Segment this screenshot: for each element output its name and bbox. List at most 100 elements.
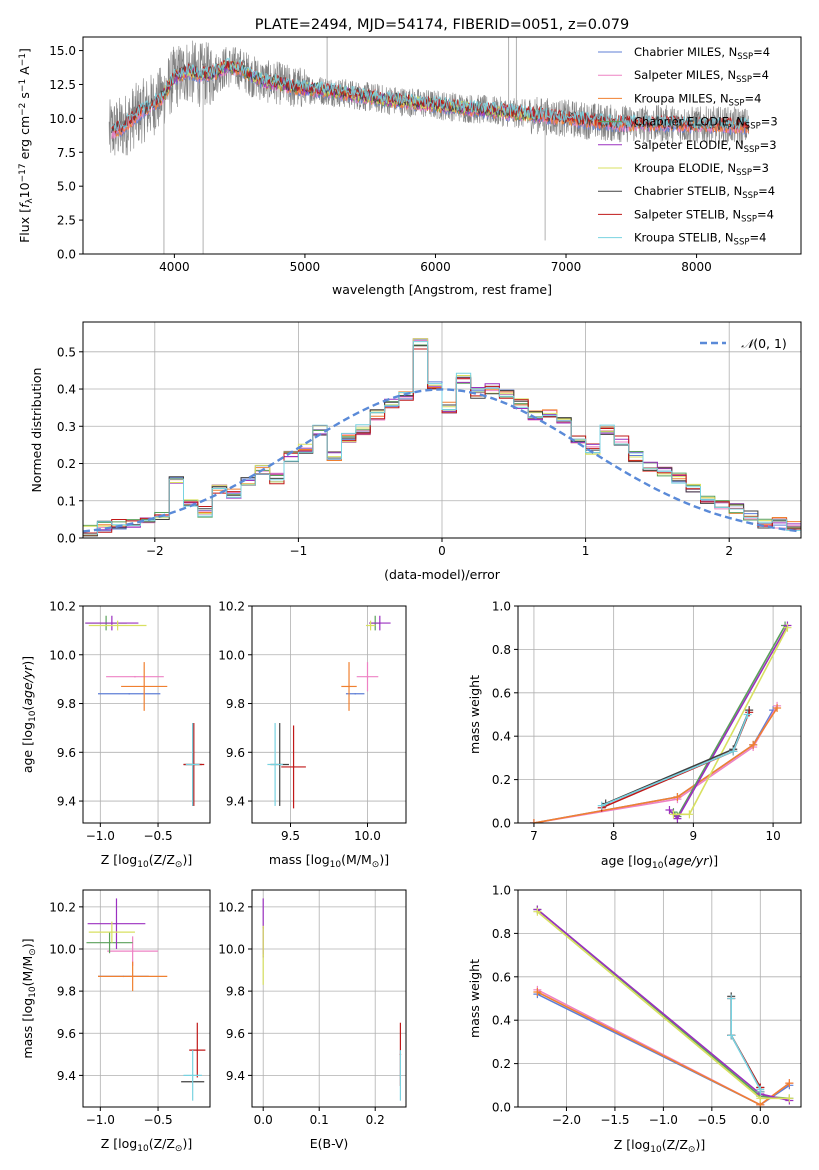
legend-entry: Kroupa MILES, NSSP=4 [634, 91, 761, 108]
legend-val: =4 [758, 184, 775, 198]
panel-6-xlabel-part: ⊙ [175, 1144, 183, 1154]
x-tick-label: −1.5 [600, 1113, 629, 1127]
legend-label: Salpeter MILES, N [634, 68, 736, 82]
weight-marker-kroupa_elodie [785, 1094, 794, 1103]
panel-3-ylabel-part: age [log [20, 722, 35, 773]
panel-3-xlabel-part: (Z/Z [149, 852, 175, 867]
gaussian-curve [83, 388, 801, 533]
plot-area [85, 615, 205, 806]
axes-frame [82, 36, 802, 255]
panel-8: −2.0 −1.5 −1.0 −0.5 0.0 0.0 0.2 0.4 0.6 0.8 1.0 [492, 884, 802, 1127]
y-tick-label: 9.8 [226, 985, 245, 999]
panel-5-xlabel-part: age/yr [668, 853, 709, 868]
panel-8-xlabel-part: 10 [650, 1145, 662, 1155]
legend-sub: SSP [737, 52, 753, 62]
legend-label: Salpeter ELODIE, N [634, 138, 744, 152]
plot-area [86, 898, 206, 1101]
panel-5-xlabel-part: )] [708, 853, 718, 868]
weight-marker-salpeter_elodie [665, 805, 674, 814]
spectrum-ylabel-part: −17 [18, 163, 28, 182]
weight-marker-kroupa_stelib [727, 1031, 736, 1040]
weight-line-chabrier_stelib [605, 709, 750, 805]
panel-6-xlabel-part: (Z/Z [149, 1136, 175, 1151]
weight-line-kroupa_stelib [601, 714, 749, 807]
legend-val: =4 [752, 68, 769, 82]
point-kroupa_miles [131, 975, 134, 978]
legend-entry: Kroupa ELODIE, NSSP=3 [634, 161, 769, 178]
point-salpeter_elodie [379, 622, 381, 624]
panel-6-ylabel-part: 10 [28, 986, 38, 998]
legend-label: Kroupa MILES, N [634, 91, 729, 105]
x-tick-label: 5000 [290, 260, 321, 274]
y-tick-label: 10.2 [49, 900, 76, 914]
spectrum-ylabel-part: erg cm [17, 116, 32, 164]
panel-3: −1.0 −0.5 9.4 9.6 9.8 10.0 10.2 [49, 600, 211, 843]
point-kroupa_stelib [191, 1074, 194, 1077]
panel-6-xlabel: Z [log10(Z/Z⊙)] [101, 1136, 192, 1154]
weight-marker-kroupa_stelib [597, 801, 606, 810]
y-tick-label: 10.0 [218, 942, 245, 956]
y-tick-label: 10.2 [218, 900, 245, 914]
panel-5-ylabel: mass weight [467, 675, 482, 754]
axes-frame [251, 605, 407, 824]
x-tick-label: 7000 [551, 260, 582, 274]
weight-marker-kroupa_miles [529, 819, 538, 823]
plot-area [529, 621, 792, 823]
panel-5: 7 8 9 10 0.0 0.2 0.4 0.6 0.8 1.0 [492, 600, 802, 843]
panel-6-ylabel-part: )] [20, 938, 35, 948]
y-tick-label: 9.6 [226, 1027, 245, 1041]
weight-marker-kroupa_miles [785, 1079, 794, 1088]
y-tick-label: 0.4 [492, 730, 511, 744]
y-tick-label: 9.8 [226, 697, 245, 711]
point-salpeter_miles [131, 950, 134, 952]
spectrum-title: PLATE=2494, MJD=54174, FIBERID=0051, z=0… [255, 17, 629, 33]
weight-line-salpeter_stelib [601, 711, 750, 809]
panel-7-xlabel: E(B-V) [310, 1136, 349, 1151]
weight-marker-kroupa_stelib [727, 994, 736, 1003]
legend-val: =4 [744, 91, 761, 105]
plot-area [267, 615, 391, 809]
y-tick-label: 9.4 [57, 1069, 76, 1083]
panel-8-xlabel: Z [log10(Z/Z⊙)] [614, 1137, 705, 1155]
panel-4-xlabel-part: (M/M [341, 852, 372, 867]
panel-3-xlabel: Z [log10(Z/Z⊙)] [101, 852, 192, 870]
panel-6-ylabel-part: mass [log [20, 998, 35, 1059]
legend-val: =3 [760, 138, 777, 152]
spectrum-ylabel-part: 10 [17, 182, 32, 198]
panel-6-xlabel-part: 10 [137, 1144, 149, 1154]
point-kroupa_elodie [111, 931, 113, 933]
spectrum-ylabel-part: ] [17, 48, 32, 53]
y-tick-label: 9.6 [226, 746, 245, 760]
weight-marker-kroupa_elodie [669, 810, 678, 819]
legend-sub: SSP [736, 75, 752, 85]
panel-3-ylabel-part: ( [20, 706, 35, 711]
y-tick-label: 10.0 [49, 648, 76, 662]
x-tick-label: −2.0 [552, 1113, 581, 1127]
point-salpeter_miles [366, 675, 369, 678]
y-tick-label: 0.4 [57, 383, 76, 397]
y-tick-label: 10.2 [218, 600, 245, 614]
y-tick-label: 2.5 [57, 214, 76, 228]
point-salpeter_elodie [115, 922, 118, 925]
y-tick-label: 10.0 [49, 112, 76, 126]
panel-4-xlabel: mass [log10(M/M⊙)] [269, 852, 389, 870]
legend-sub: SSP [729, 98, 745, 108]
spectrum-ylabel-part: −1 [18, 79, 28, 92]
panel-5-xlabel-part: age [log [601, 853, 652, 868]
gaussian-legend-label-part: (0, 1) [753, 336, 787, 351]
panel-3-ylabel-part: age/yr [20, 665, 35, 706]
point-salpeter_elodie [111, 622, 113, 624]
y-tick-label: 1.0 [492, 884, 511, 898]
point-chabrier_elodie [108, 941, 111, 944]
y-tick-label: 9.4 [226, 1069, 245, 1083]
x-tick-label: 10 [765, 829, 780, 843]
x-tick-label: 2 [725, 544, 733, 558]
legend-val: =4 [749, 231, 766, 245]
plot-area [262, 898, 402, 1101]
y-tick-label: 10.0 [218, 648, 245, 662]
plot-area [533, 905, 794, 1107]
panel-8-xlabel-part: )] [695, 1137, 705, 1152]
spectrum-ylabel-part: s [17, 92, 32, 103]
legend-label: Chabrier MILES, N [634, 45, 737, 59]
